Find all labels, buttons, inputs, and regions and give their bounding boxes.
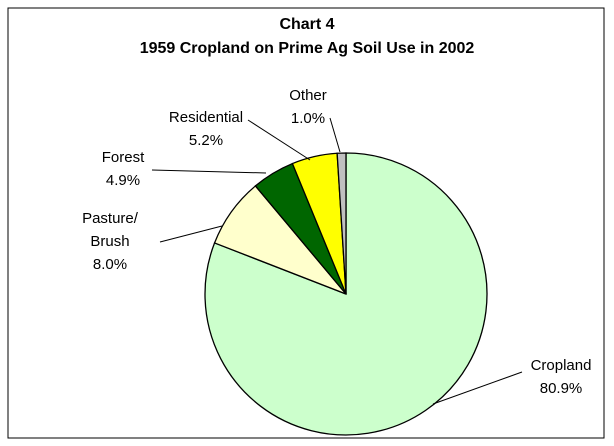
leader-line <box>329 117 341 153</box>
slice-value-label: 4.9% <box>105 172 141 189</box>
pie-slice <box>336 152 347 295</box>
slice-category: Residential <box>168 109 244 126</box>
slice-category: Other <box>289 87 327 104</box>
leader-line <box>247 119 311 161</box>
leader-line <box>159 225 223 243</box>
slice-value-label: 8.0% <box>92 256 128 273</box>
slice-category: Cropland <box>530 357 592 374</box>
slice-category: Forest <box>101 149 145 166</box>
leader-line <box>432 371 523 405</box>
slice-category: Pasture/ Brush <box>82 210 138 250</box>
chart-title: Chart 4 <box>279 16 335 33</box>
slice-value-label: 80.9% <box>539 380 583 397</box>
chart-subtitle: 1959 Cropland on Prime Ag Soil Use in 20… <box>139 40 475 57</box>
slice-value-label: 1.0% <box>290 110 326 127</box>
slice-value-label: 5.2% <box>188 132 224 149</box>
leader-line <box>151 169 267 174</box>
